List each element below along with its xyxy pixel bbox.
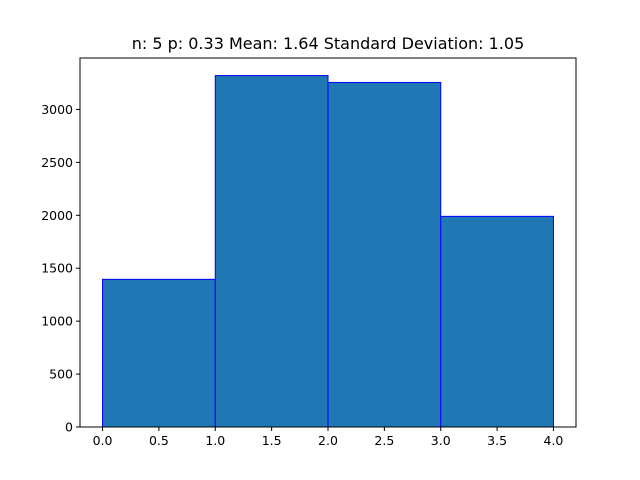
x-axis: 0.0 0.5 1.0 1.5 2.0 2.5 3.0 3.5 4.0 [93,427,564,448]
x-tick-label-0: 0.0 [93,433,113,448]
histogram-bar-1 [214,75,329,428]
y-tick-label-3: 1500 [41,261,73,276]
y-tick-label-5: 2500 [41,155,73,170]
x-tick-label-2: 1.0 [205,433,225,448]
histogram-bar-3 [440,215,554,428]
y-tick-label-1: 500 [49,367,73,382]
x-tick-label-4: 2.0 [318,433,338,448]
histogram-bar-0 [102,278,216,428]
x-tick-label-5: 2.5 [374,433,394,448]
y-tick-label-2: 1000 [41,314,73,329]
y-tick-label-4: 2000 [41,208,73,223]
histogram-bar-2 [327,81,442,428]
x-tick-label-7: 3.5 [487,433,507,448]
chart-title: n: 5 p: 0.33 Mean: 1.64 Standard Deviati… [132,34,525,53]
plot-frame [79,57,577,428]
y-tick-label-6: 3000 [41,102,73,117]
x-tick-label-3: 1.5 [262,433,282,448]
y-axis: 0 500 1000 1500 2000 2500 3000 [41,102,80,435]
x-tick-label-6: 3.0 [431,433,451,448]
x-tick-label-1: 0.5 [149,433,169,448]
y-tick-label-0: 0 [65,420,73,435]
x-tick-label-8: 4.0 [544,433,564,448]
bars-group [102,75,554,428]
